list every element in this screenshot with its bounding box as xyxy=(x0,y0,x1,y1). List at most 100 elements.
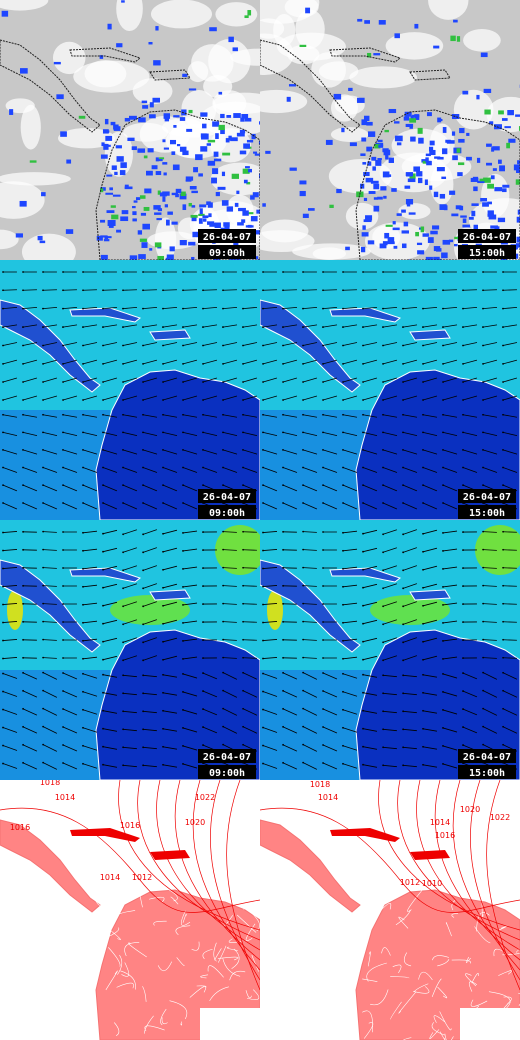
arrow-head xyxy=(242,289,244,292)
wind-arrow xyxy=(122,359,138,365)
wind-arrow xyxy=(422,484,438,492)
arrow-head xyxy=(442,399,444,401)
arrow-head xyxy=(482,466,484,469)
wind-arrow xyxy=(382,306,398,310)
wind-arrow xyxy=(462,342,478,346)
arrow-head xyxy=(122,344,124,347)
arrow-head xyxy=(82,708,84,711)
arrow-head xyxy=(222,326,224,328)
precip xyxy=(377,158,382,161)
wind-arrow xyxy=(442,745,458,751)
precip xyxy=(378,20,386,25)
wind-arrow xyxy=(282,690,298,698)
precip xyxy=(198,218,203,224)
arrow-head xyxy=(442,307,444,310)
wind-arrow xyxy=(22,342,38,346)
wind-arrow xyxy=(222,690,238,698)
wind-arrow xyxy=(142,431,158,437)
wind-arrow xyxy=(82,709,98,715)
arrow-head xyxy=(342,585,344,588)
contour xyxy=(381,947,391,956)
wind-arrow xyxy=(123,692,137,696)
arrow-head xyxy=(162,673,164,676)
wind-arrow xyxy=(162,619,178,625)
arrow-head xyxy=(262,484,264,487)
precip xyxy=(410,136,416,142)
precip xyxy=(401,230,409,234)
arrow-head xyxy=(182,362,184,365)
wind-arrow xyxy=(403,746,417,750)
wind-arrow xyxy=(82,656,98,660)
wind-arrow xyxy=(43,639,57,641)
arrow-head xyxy=(502,584,505,587)
wind-arrow xyxy=(262,549,278,551)
wind-arrow xyxy=(342,467,358,473)
arrow-head xyxy=(142,289,144,292)
precip xyxy=(200,133,207,138)
arrow-head xyxy=(162,727,164,730)
wind-arrow xyxy=(142,467,158,473)
precip xyxy=(435,226,439,230)
wind-arrow xyxy=(182,530,198,534)
wind-arrow xyxy=(202,377,218,383)
precip xyxy=(151,165,158,170)
arrow-head xyxy=(482,399,484,401)
wind-arrow xyxy=(442,502,458,510)
precip xyxy=(206,143,211,146)
land-red xyxy=(260,819,520,1040)
wind-arrow xyxy=(402,619,418,625)
wind-arrow xyxy=(482,377,498,383)
wind-arrow xyxy=(182,359,198,365)
wind-arrow xyxy=(2,377,18,383)
precip xyxy=(430,230,438,235)
wind-arrow xyxy=(342,638,358,642)
wind-high xyxy=(7,590,23,630)
precip xyxy=(373,205,380,212)
arrow-head xyxy=(42,671,45,674)
wind-arrow xyxy=(222,377,238,383)
arrow-head xyxy=(122,362,124,365)
wind-arrow xyxy=(182,414,198,418)
isobar-label: 1018 xyxy=(40,778,60,787)
arrow-head xyxy=(362,709,364,712)
precip xyxy=(182,73,188,77)
wind-arrow xyxy=(142,619,158,625)
precip xyxy=(149,114,156,119)
arrow-head xyxy=(382,271,384,273)
cloud xyxy=(52,41,86,75)
precip xyxy=(173,115,180,118)
precip xyxy=(113,124,119,131)
precip xyxy=(129,255,138,260)
precip xyxy=(366,121,373,126)
arrow-head xyxy=(442,550,444,552)
wind-arrow xyxy=(262,324,278,328)
contour xyxy=(392,964,402,974)
arrow-head xyxy=(422,568,424,571)
wind-arrow xyxy=(382,655,398,661)
contour xyxy=(437,958,450,967)
precip xyxy=(230,137,238,142)
wind-arrow xyxy=(142,377,158,383)
precip xyxy=(251,133,256,140)
wind-arrow xyxy=(382,529,398,535)
precip xyxy=(357,18,363,22)
precip xyxy=(394,121,400,124)
wind-arrow xyxy=(502,672,518,680)
wind-arrow xyxy=(342,673,358,679)
wind-arrow xyxy=(42,306,58,310)
arrow-head xyxy=(82,690,84,693)
precip xyxy=(480,197,488,202)
arrow-head xyxy=(342,639,344,642)
wind-arrow xyxy=(322,690,338,698)
arrow-head xyxy=(42,689,45,692)
arrow-head xyxy=(122,623,125,626)
wind-arrow xyxy=(22,306,38,310)
precip xyxy=(167,211,173,215)
wind-arrow xyxy=(462,690,478,698)
arrow-head xyxy=(122,728,125,731)
precip xyxy=(111,214,119,220)
wind-arrow xyxy=(182,449,198,455)
precip xyxy=(237,222,244,226)
precip xyxy=(1,10,9,17)
precip xyxy=(106,210,115,214)
